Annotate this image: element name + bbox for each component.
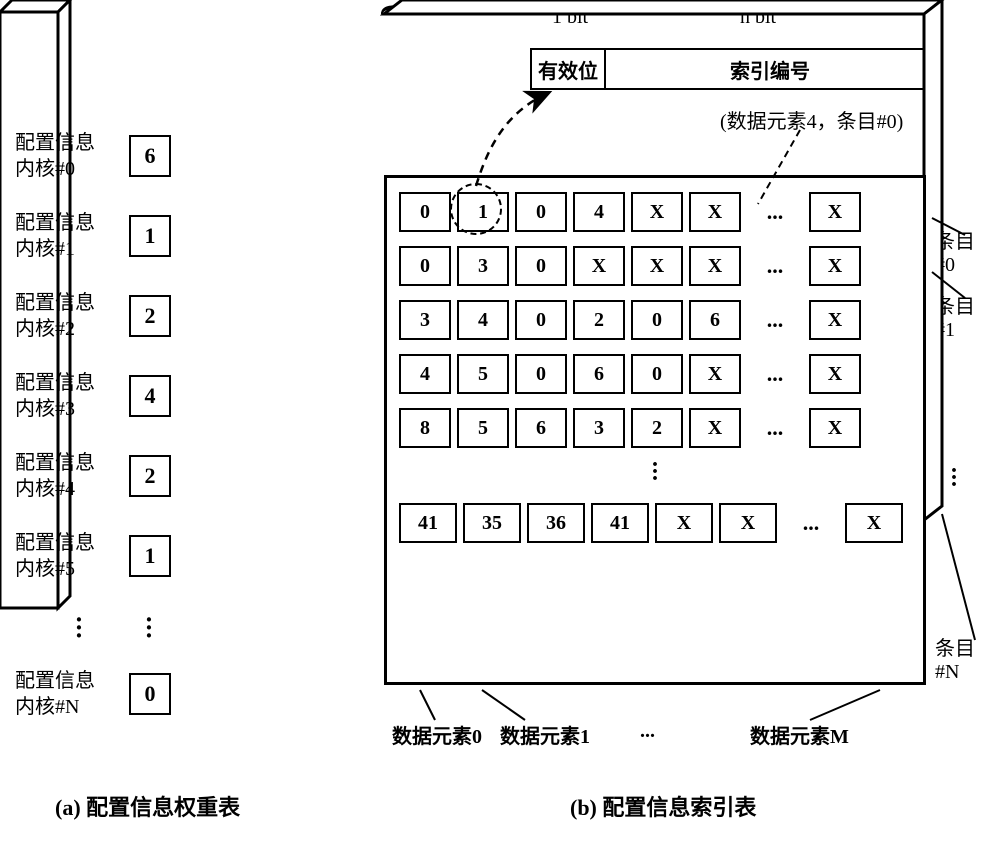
ellipsis-icon: ... — [747, 300, 803, 340]
table-cell: 41 — [591, 503, 649, 543]
weight-label: 配置信息内核#2 — [15, 290, 115, 342]
table-cell: X — [631, 192, 683, 232]
table-cell: X — [689, 246, 741, 286]
table-cell: X — [809, 192, 861, 232]
table-row: 030XXX...X — [399, 246, 911, 286]
weight-row: 配置信息内核#3 4 — [15, 370, 315, 422]
ellipsis-icon: ... — [747, 408, 803, 448]
ellipsis-icon: ... — [747, 192, 803, 232]
vdots-icon: ··· — [15, 616, 115, 640]
caption-b: (b) 配置信息索引表 — [570, 790, 756, 822]
col-label-0: 数据元素0 — [392, 720, 482, 749]
table-cell: X — [809, 246, 861, 286]
vdots-icon: ··· — [399, 462, 911, 483]
table-cell: X — [719, 503, 777, 543]
table-cell: X — [689, 354, 741, 394]
col-label-ell: ... — [640, 720, 655, 743]
table-cell: 0 — [515, 354, 567, 394]
weight-value-box: 0 — [129, 673, 171, 715]
table-cell: 36 — [527, 503, 585, 543]
table-cell: 5 — [457, 408, 509, 448]
annotation-text: (数据元素4，条目#0) — [720, 105, 903, 134]
table-cell: 0 — [515, 300, 567, 340]
table-cell: 0 — [515, 246, 567, 286]
table-cell: X — [689, 408, 741, 448]
weight-label: 配置信息内核#3 — [15, 370, 115, 422]
table-cell: 6 — [573, 354, 625, 394]
table-cell: X — [809, 354, 861, 394]
weight-label: 配置信息内核#1 — [15, 210, 115, 262]
panel-b: 1 bit n bit 有效位 索引编号 (数据元素4，条目#0) 0104XX… — [380, 0, 990, 863]
table-cell: 4 — [399, 354, 451, 394]
table-cell: 6 — [515, 408, 567, 448]
weight-label: 配置信息内核#5 — [15, 530, 115, 582]
weight-value-box: 1 — [129, 215, 171, 257]
figure-container: 配置信息内核#06配置信息内核#11配置信息内核#22配置信息内核#34配置信息… — [0, 0, 1000, 863]
weight-label: 配置信息内核#N — [15, 668, 115, 720]
row-label-1: 条目#1 — [935, 290, 990, 342]
brace-1bit — [380, 0, 454, 16]
row-vdots-right: ··· — [950, 468, 958, 489]
field-index-num: 索引编号 — [606, 48, 936, 90]
caption-a: (a) 配置信息权重表 — [55, 790, 240, 822]
table-row: 85632X...X — [399, 408, 911, 448]
table-cell: 3 — [457, 246, 509, 286]
table-cell: 2 — [573, 300, 625, 340]
weight-value-box: 1 — [129, 535, 171, 577]
ellipsis-icon: ... — [783, 503, 839, 543]
table-cell: 6 — [689, 300, 741, 340]
table-cell: X — [631, 246, 683, 286]
weight-value-box: 2 — [129, 455, 171, 497]
bit-label-1: 1 bit — [552, 6, 588, 29]
bit-label-n: n bit — [740, 6, 776, 29]
row-label-0: 条目#0 — [935, 225, 990, 277]
table-cell: 0 — [399, 246, 451, 286]
weight-row: 配置信息内核#2 2 — [15, 290, 315, 342]
weight-row: 配置信息内核#4 2 — [15, 450, 315, 502]
index-table-front: 0104XX...X030XXX...X340206...X45060X...X… — [384, 175, 926, 685]
table-cell: 0 — [399, 192, 451, 232]
table-cell: 0 — [631, 300, 683, 340]
table-cell: 4 — [573, 192, 625, 232]
table-cell: X — [845, 503, 903, 543]
col-label-1: 数据元素1 — [500, 720, 590, 749]
table-row: 340206...X — [399, 300, 911, 340]
table-cell: X — [809, 300, 861, 340]
weight-row: 配置信息内核#5 1 — [15, 530, 315, 582]
ellipsis-icon: ... — [747, 354, 803, 394]
table-cell: 41 — [399, 503, 457, 543]
table-cell: 5 — [457, 354, 509, 394]
weight-value-box: 2 — [129, 295, 171, 337]
col-label-m: 数据元素M — [750, 720, 849, 749]
weight-row: 配置信息内核#1 1 — [15, 210, 315, 262]
weight-row: 配置信息内核#0 6 — [15, 130, 315, 182]
table-row: 41353641XX...X — [399, 503, 911, 543]
table-row: 45060X...X — [399, 354, 911, 394]
ellipsis-icon: ... — [747, 246, 803, 286]
table-cell: 3 — [573, 408, 625, 448]
table-cell: 0 — [631, 354, 683, 394]
row-label-n: 条目#N — [935, 632, 990, 684]
table-cell: X — [655, 503, 713, 543]
table-cell: 0 — [515, 192, 567, 232]
table-cell: 3 — [399, 300, 451, 340]
weight-value-box: 4 — [129, 375, 171, 417]
table-cell: 35 — [463, 503, 521, 543]
table-cell: X — [809, 408, 861, 448]
table-cell: X — [689, 192, 741, 232]
table-cell: 4 — [457, 300, 509, 340]
weight-value-box: 6 — [129, 135, 171, 177]
panel-a: 配置信息内核#06配置信息内核#11配置信息内核#22配置信息内核#34配置信息… — [15, 130, 315, 748]
vdots-icon: ··· — [115, 616, 185, 640]
table-cell: 2 — [631, 408, 683, 448]
weight-label: 配置信息内核#0 — [15, 130, 115, 182]
brace-nbit — [380, 0, 708, 16]
field-valid-bit: 有效位 — [530, 48, 606, 90]
weight-label: 配置信息内核#4 — [15, 450, 115, 502]
table-cell: 8 — [399, 408, 451, 448]
table-cell: X — [573, 246, 625, 286]
dashed-circle-highlight — [450, 183, 502, 235]
weight-row: 配置信息内核#N 0 — [15, 668, 315, 720]
